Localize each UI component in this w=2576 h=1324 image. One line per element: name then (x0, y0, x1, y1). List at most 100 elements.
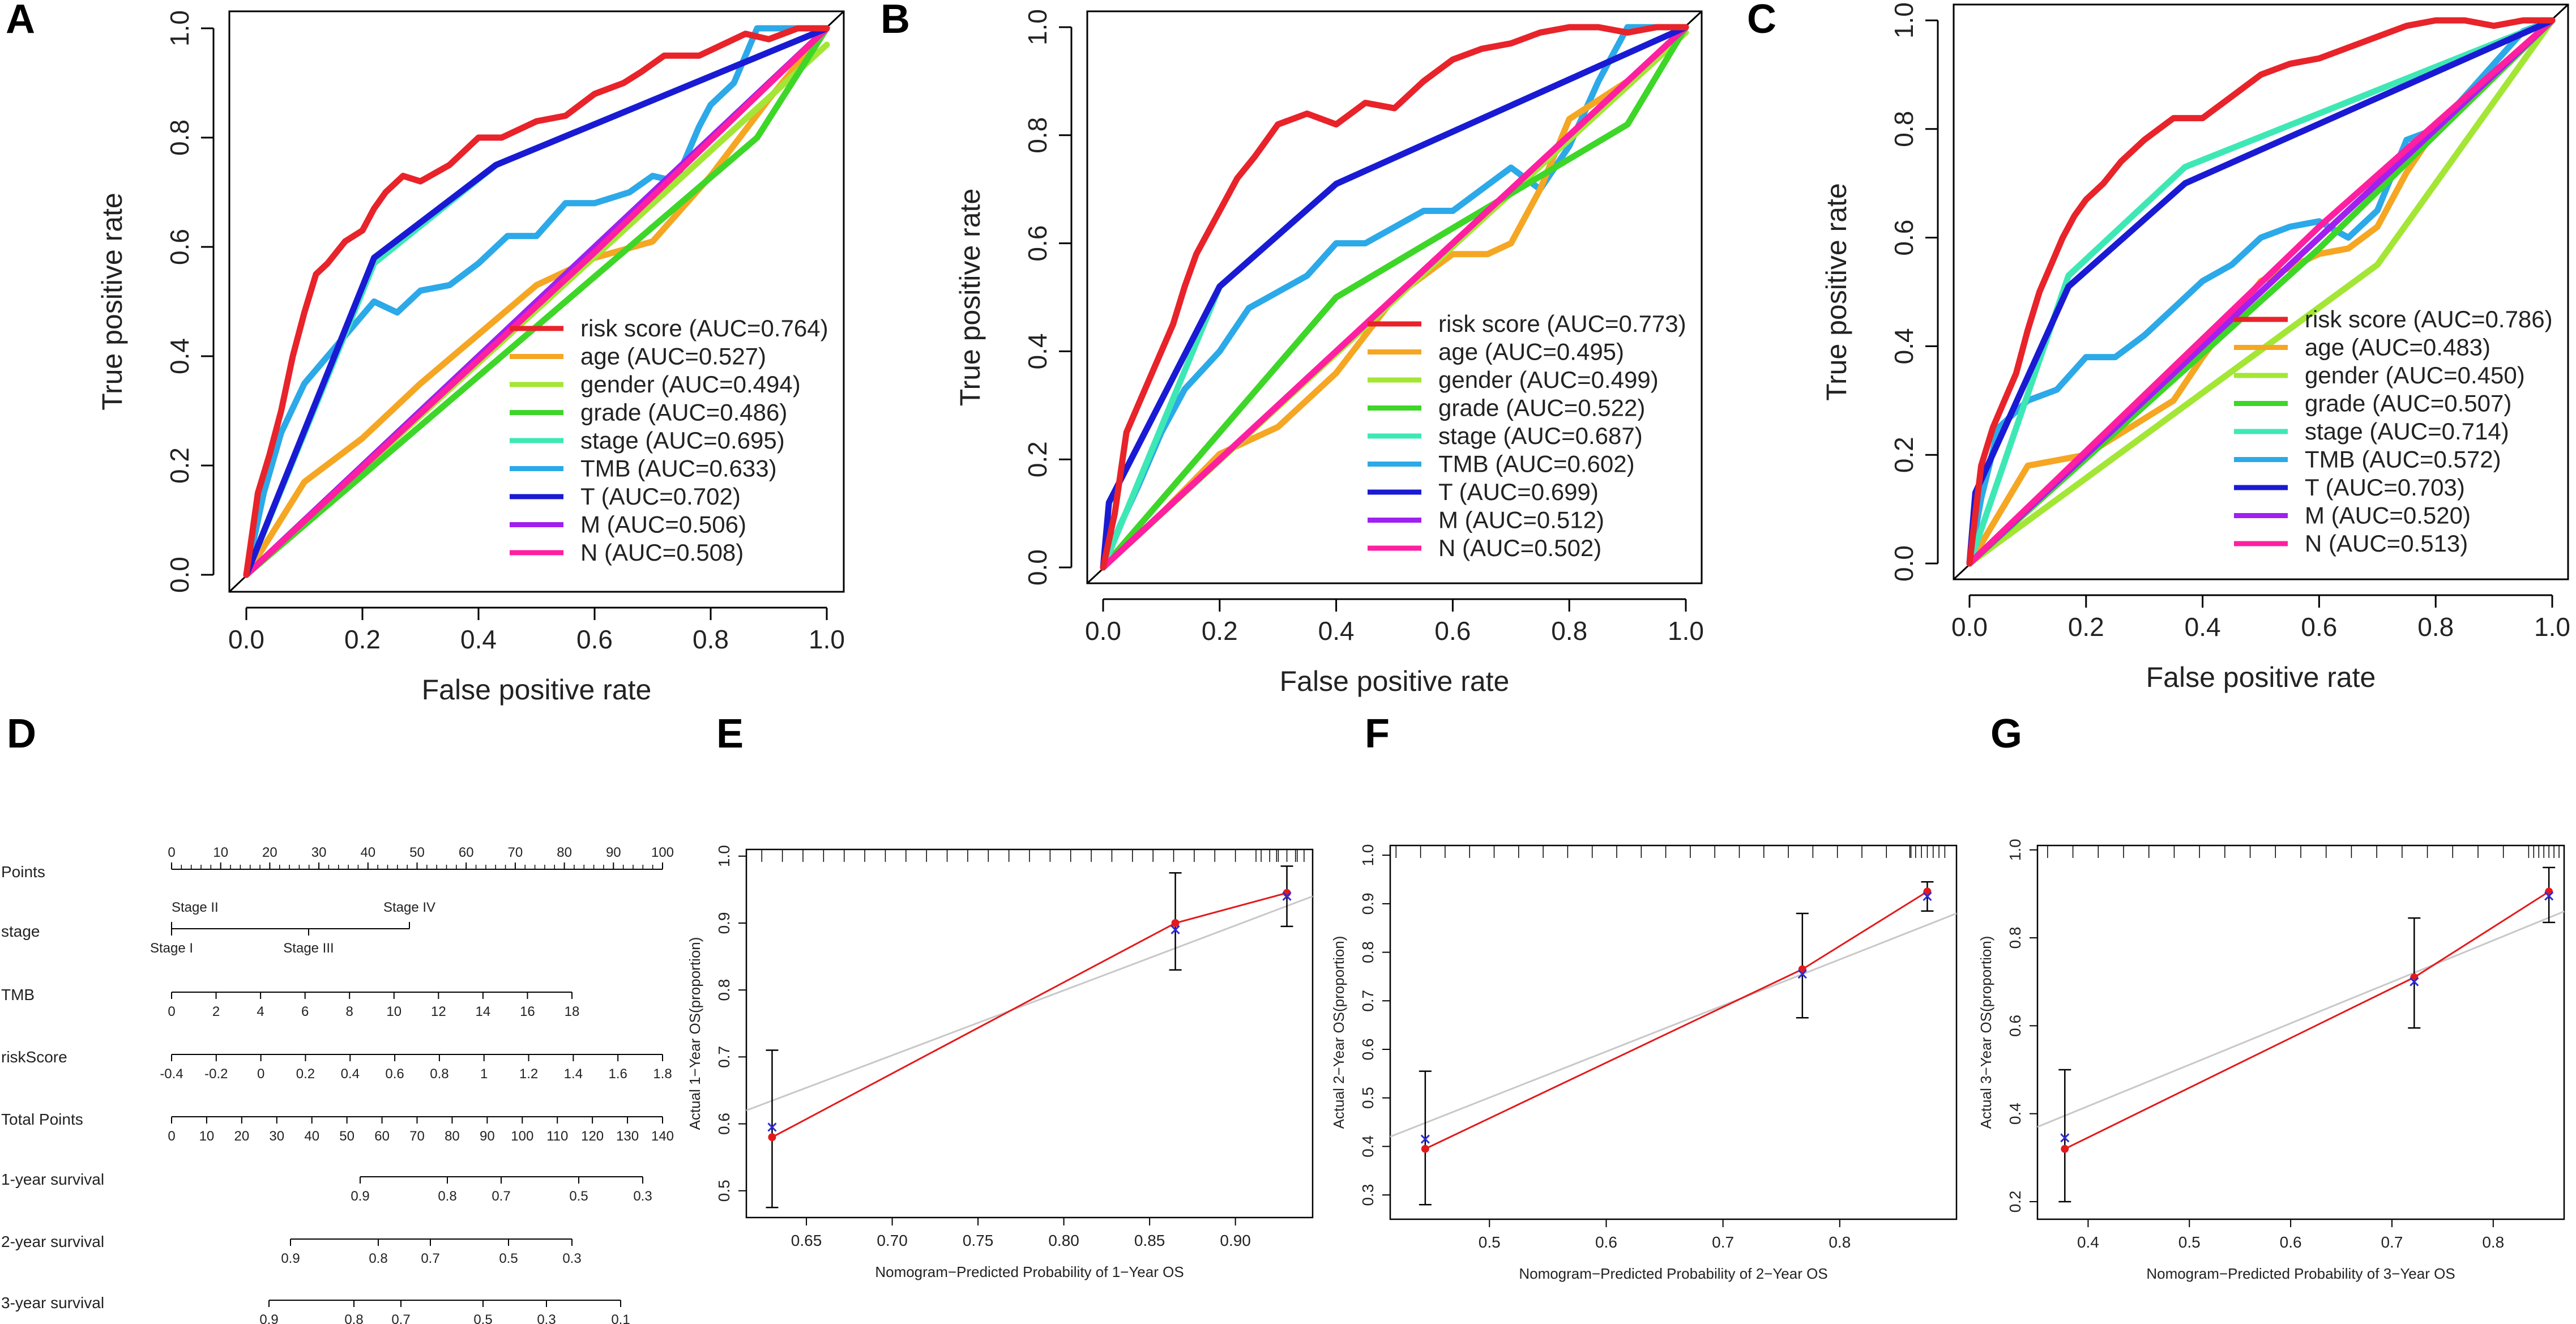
points-axis-tick-label: 40 (360, 845, 375, 860)
one-year-survival-axis-tick-label: 0.7 (492, 1189, 510, 1204)
roc-curve-tmb (243, 25, 830, 578)
roc-curve-grade (243, 25, 830, 578)
riskscore-axis-tick-label: 1.8 (653, 1066, 672, 1082)
points-axis-tick-label: 60 (459, 845, 474, 860)
stage-upper-label: Stage II (172, 900, 219, 915)
tmb-axis-tick-label: 4 (257, 1004, 264, 1019)
y-tick-label: 0.6 (1023, 225, 1052, 262)
nomogram-row-label: TMB (1, 986, 35, 1003)
x-tick-label: 1.0 (2534, 612, 2570, 642)
y-tick-label: 0.2 (1023, 441, 1052, 477)
y-tick-label: 0.9 (715, 912, 733, 934)
two-year-survival-axis-tick-label: 0.3 (562, 1251, 581, 1266)
total-points-axis-tick-label: 30 (269, 1129, 284, 1144)
nomogram-row-label: stage (1, 922, 40, 940)
three-year-survival-axis-tick-label: 0.8 (344, 1312, 363, 1324)
tmb-axis-tick-label: 18 (565, 1004, 580, 1019)
x-tick-label: 0.65 (791, 1232, 822, 1249)
x-tick-label: 0.90 (1220, 1232, 1251, 1249)
y-tick-label: 1.0 (2006, 839, 2024, 861)
calibration-chart-e: 0.65 0.70 0.75 0.80 0.85 0.90 0.5 0.6 0.7 0.8 0.9 1… (686, 845, 1314, 1280)
total-points-axis-tick-label: 90 (480, 1129, 495, 1144)
total-points-axis-tick-label: 20 (234, 1129, 250, 1144)
riskscore-axis-tick-label: 1 (480, 1066, 488, 1082)
roc-curve-t (1100, 24, 1689, 571)
plot-frame (1953, 3, 2569, 580)
roc-chart-b: 0.0 0.2 0.4 0.6 0.8 1.0 0.0 0.2 0.4 0.6 0.8 1.0 Fals… (954, 9, 1704, 697)
roc-curve-risk-score (1966, 17, 2556, 567)
y-tick-label: 0.8 (2006, 927, 2024, 949)
y-tick-label: 0.2 (1889, 437, 1919, 473)
calibration-line (1425, 891, 1928, 1150)
x-axis-title: Nomogram−Predicted Probability of 1−Year… (875, 1263, 1184, 1280)
three-year-survival-axis-tick-label: 0.3 (537, 1312, 556, 1324)
x-tick-label: 0.6 (1595, 1233, 1617, 1251)
x-tick-label: 0.80 (1048, 1232, 1079, 1249)
riskscore-axis-tick-label: 0 (257, 1066, 264, 1082)
y-axis-title: True positive rate (954, 189, 986, 406)
legend-label: risk score (AUC=0.764) (580, 315, 828, 341)
roc-curve-risk-score (243, 25, 830, 578)
calibration-point (1171, 919, 1180, 927)
nomogram-row-label: 3-year survival (1, 1294, 104, 1312)
y-tick-label: 0.2 (2006, 1190, 2024, 1212)
y-tick-label: 0.0 (1889, 545, 1919, 582)
bias-corrected-marker (2060, 1133, 2070, 1143)
three-year-survival-axis-tick-label: 0.5 (473, 1312, 492, 1324)
x-axis-title: False positive rate (2146, 661, 2376, 693)
x-tick-label: 0.75 (963, 1232, 994, 1249)
x-axis-title: False positive rate (1280, 665, 1510, 697)
roc-curve-grade (1100, 24, 1689, 571)
two-year-survival-axis-tick-label: 0.8 (369, 1251, 387, 1266)
roc-curve-gender (1966, 17, 2556, 567)
y-tick-label: 1.0 (165, 10, 194, 46)
two-year-survival-axis-tick-label: 0.7 (421, 1251, 439, 1266)
x-axis-title: Nomogram−Predicted Probability of 2−Year… (1519, 1265, 1827, 1282)
x-tick-label: 1.0 (1668, 616, 1704, 646)
x-tick-label: 0.2 (344, 625, 381, 654)
y-tick-label: 1.0 (1889, 2, 1919, 39)
legend-label: M (AUC=0.520) (2305, 502, 2471, 529)
bias-corrected-marker (1420, 1134, 1430, 1144)
roc-chart-c: 0.0 0.2 0.4 0.6 0.8 1.0 0.0 0.2 0.4 0.6 0.8 1.0 Fals… (1821, 2, 2570, 693)
panel-letter-d: D (7, 711, 36, 757)
tmb-axis-tick-label: 16 (520, 1004, 535, 1019)
points-axis-tick-label: 20 (262, 845, 277, 860)
legend-label: N (AUC=0.513) (2305, 530, 2468, 557)
riskscore-axis-tick-label: 1.4 (564, 1066, 583, 1082)
calibration-point (768, 1133, 776, 1142)
calibration-line (771, 892, 1287, 1138)
y-tick-label: 0.8 (165, 119, 194, 156)
x-tick-label: 0.70 (877, 1232, 908, 1249)
y-tick-label: 0.6 (715, 1113, 733, 1135)
calibration-point (2061, 1144, 2069, 1153)
legend-label: gender (AUC=0.450) (2305, 362, 2525, 388)
riskscore-axis-tick-label: 1.6 (608, 1066, 627, 1082)
legend-label: N (AUC=0.502) (1438, 535, 1601, 561)
y-tick-label: 1.0 (1359, 844, 1377, 866)
legend-label: N (AUC=0.508) (580, 539, 744, 566)
points-axis-tick-label: 90 (606, 845, 621, 860)
stage-lower-label: Stage III (283, 941, 334, 956)
tmb-axis-tick-label: 10 (386, 1004, 401, 1019)
points-axis-tick-label: 10 (213, 845, 228, 860)
bias-corrected-marker (1170, 925, 1180, 934)
stage-upper-label: Stage IV (383, 900, 435, 915)
roc-curve-tmb (1100, 24, 1689, 571)
tmb-axis-tick-label: 14 (476, 1004, 491, 1019)
x-tick-label: 0.8 (693, 625, 729, 654)
y-tick-label: 0.4 (2006, 1103, 2024, 1125)
bias-corrected-marker (1923, 891, 1932, 902)
legend-label: M (AUC=0.506) (580, 511, 746, 538)
nomogram-row-label: Total Points (1, 1111, 83, 1128)
x-tick-label: 0.4 (2077, 1233, 2099, 1251)
x-tick-label: 0.0 (1951, 612, 1988, 642)
legend-label: gender (AUC=0.494) (580, 371, 801, 398)
y-tick-label: 0.6 (1889, 220, 1919, 256)
tmb-axis-tick-label: 8 (346, 1004, 353, 1019)
legend-label: T (AUC=0.702) (580, 483, 741, 510)
points-axis-tick-label: 80 (557, 845, 572, 860)
total-points-axis-tick-label: 0 (168, 1129, 175, 1144)
one-year-survival-axis-tick-label: 0.8 (438, 1189, 456, 1204)
legend-label: TMB (AUC=0.633) (580, 455, 777, 482)
